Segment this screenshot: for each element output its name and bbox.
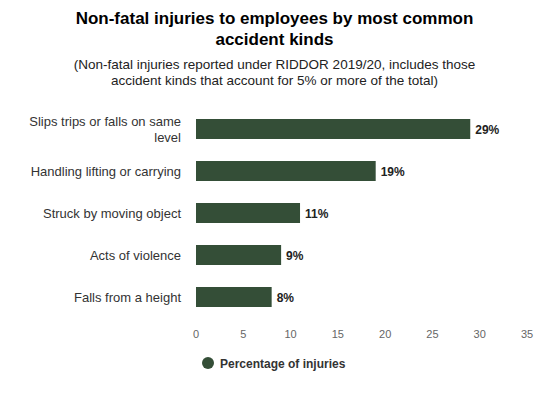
category-label: Falls from a height	[74, 290, 181, 305]
legend: Percentage of injuries	[202, 357, 346, 371]
x-tick-label: 25	[426, 328, 438, 340]
data-label: 19%	[381, 165, 405, 179]
legend-label: Percentage of injuries	[220, 357, 346, 371]
bar	[196, 245, 281, 265]
title: Non-fatal injuries to employees by most …	[76, 9, 474, 49]
subtitle: (Non-fatal injuries reported under RIDDO…	[74, 57, 475, 88]
bar	[196, 203, 300, 223]
bar	[196, 161, 376, 181]
x-tick-label: 35	[521, 328, 533, 340]
x-tick-label: 10	[284, 328, 296, 340]
bars	[196, 119, 470, 307]
x-tick-label: 15	[332, 328, 344, 340]
category-label: Slips trips or falls on samelevel	[29, 114, 181, 145]
bar	[196, 119, 470, 139]
legend-swatch	[202, 357, 214, 369]
x-tick-label: 20	[379, 328, 391, 340]
category-label: Acts of violence	[90, 248, 181, 263]
data-label: 11%	[305, 207, 329, 221]
bar	[196, 287, 272, 307]
category-label: Struck by moving object	[43, 206, 181, 221]
x-tick-label: 5	[240, 328, 246, 340]
data-label: 8%	[277, 291, 295, 305]
data-label: 9%	[286, 249, 304, 263]
x-tick-label: 30	[474, 328, 486, 340]
data-label: 29%	[475, 123, 499, 137]
category-label: Handling lifting or carrying	[31, 164, 181, 179]
x-tick-label: 0	[193, 328, 199, 340]
chart: Non-fatal injuries to employees by most …	[0, 0, 549, 400]
